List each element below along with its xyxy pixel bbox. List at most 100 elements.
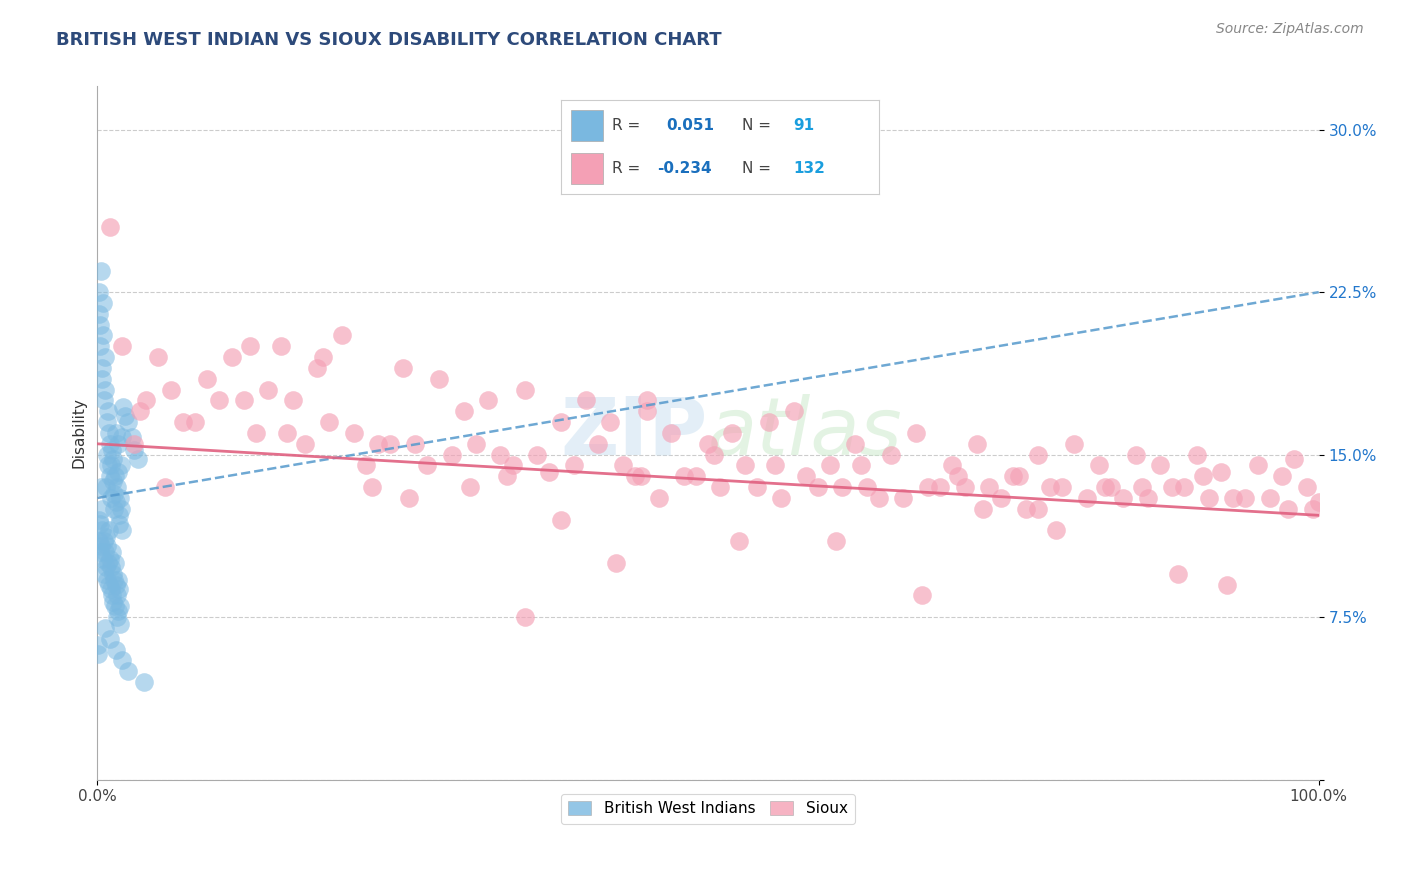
Text: BRITISH WEST INDIAN VS SIOUX DISABILITY CORRELATION CHART: BRITISH WEST INDIAN VS SIOUX DISABILITY … (56, 31, 721, 49)
Point (312, 350, 335, 364)
Point (93, 566, 115, 581)
Point (831, 480, 853, 494)
Point (1198, 491, 1220, 505)
Point (105, 495, 128, 509)
Point (745, 480, 768, 494)
Point (107, 574, 129, 588)
Point (1295, 480, 1317, 494)
Point (91, 328, 114, 343)
Point (89, 516, 111, 531)
Point (758, 415, 780, 429)
Point (104, 469, 127, 483)
Point (108, 491, 131, 505)
Point (111, 400, 134, 414)
Point (100, 560, 122, 574)
Point (105, 589, 128, 603)
Point (605, 556, 627, 570)
Point (159, 383, 181, 397)
Point (94, 560, 117, 574)
Point (807, 480, 830, 494)
Point (104, 642, 127, 657)
Point (104, 556, 127, 570)
Point (880, 448, 903, 462)
Point (101, 589, 124, 603)
Point (343, 425, 366, 440)
Point (239, 339, 262, 353)
Point (97, 556, 120, 570)
Point (404, 437, 426, 451)
Point (458, 480, 481, 494)
Point (477, 393, 499, 408)
Point (98, 437, 121, 451)
Point (281, 393, 304, 408)
Point (94, 383, 117, 397)
Point (398, 491, 420, 505)
Point (101, 443, 124, 458)
Point (612, 458, 634, 473)
Point (101, 474, 124, 488)
Point (1284, 452, 1306, 467)
Point (97, 404, 120, 418)
Point (489, 448, 512, 462)
Point (636, 404, 658, 418)
Point (91, 372, 114, 386)
Point (117, 415, 139, 429)
Point (661, 425, 683, 440)
Point (100, 458, 122, 473)
Point (100, 491, 122, 505)
Point (132, 675, 155, 690)
Point (294, 437, 316, 451)
Point (104, 425, 127, 440)
Point (1136, 491, 1159, 505)
Point (453, 404, 475, 418)
Point (110, 501, 132, 516)
Point (562, 458, 585, 473)
Point (586, 437, 609, 451)
Point (770, 491, 793, 505)
Point (114, 409, 136, 423)
Point (232, 393, 254, 408)
Legend: British West Indians, Sioux: British West Indians, Sioux (561, 794, 855, 824)
Point (103, 452, 125, 467)
Point (91, 501, 114, 516)
Point (93, 350, 115, 364)
Point (972, 501, 994, 516)
Point (1045, 524, 1067, 538)
Y-axis label: Disability: Disability (72, 398, 86, 468)
Point (110, 599, 132, 614)
Point (550, 513, 572, 527)
Point (111, 339, 134, 353)
Point (1130, 480, 1153, 494)
Point (380, 437, 402, 451)
Point (89, 285, 111, 300)
Point (893, 491, 915, 505)
Point (990, 491, 1012, 505)
Point (98, 220, 121, 235)
Point (1094, 480, 1116, 494)
Point (794, 469, 817, 483)
Point (108, 516, 131, 531)
Point (685, 469, 707, 483)
Point (276, 425, 298, 440)
Point (184, 415, 207, 429)
Point (526, 448, 548, 462)
Point (818, 458, 841, 473)
Point (89, 339, 111, 353)
Point (953, 480, 976, 494)
Point (550, 415, 572, 429)
Point (727, 534, 749, 549)
Point (93, 621, 115, 635)
Point (97, 524, 120, 538)
Point (98, 551, 121, 566)
Point (1234, 491, 1257, 505)
Point (856, 480, 879, 494)
Point (103, 486, 125, 500)
Point (1302, 501, 1324, 516)
Point (734, 458, 756, 473)
Point (1161, 480, 1184, 494)
Point (1209, 465, 1232, 479)
Point (96, 415, 118, 429)
Point (630, 469, 652, 483)
Point (354, 458, 377, 473)
Point (1014, 501, 1036, 516)
